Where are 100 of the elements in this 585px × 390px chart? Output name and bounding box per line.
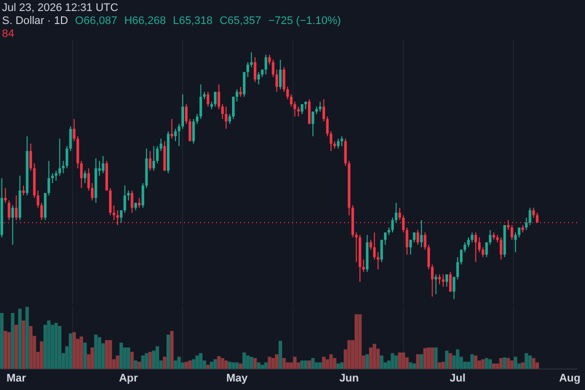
bar [528,356,532,369]
bar [141,356,145,369]
candlestick [478,236,481,253]
bar [502,357,506,369]
bar [126,348,130,369]
candlestick [48,160,50,196]
bar [434,348,438,369]
bar [58,326,62,369]
candlestick [228,114,232,124]
bar [177,356,181,369]
bar [195,356,199,369]
bar [318,362,322,369]
candlestick [152,146,156,172]
text: C65,357 [220,15,262,27]
x-tick-label: Jun [339,372,360,384]
bar [253,358,257,369]
bar [170,330,174,369]
bar [510,360,514,369]
bar [210,362,214,369]
bar [456,349,460,369]
bar [104,340,108,369]
bar [412,364,416,369]
candlestick [109,188,112,216]
candlestick [156,146,159,164]
text: S. Dollar · 1D [2,15,68,27]
candlestick [518,227,520,238]
candlestick [300,104,304,115]
bar [72,332,76,369]
candlestick [445,274,448,288]
bar [474,356,478,369]
candlestick [181,94,184,130]
bar [264,362,268,369]
text: L65,318 [172,15,213,27]
candlestick [246,62,250,78]
candlestick [124,185,126,214]
candlestick [11,204,14,246]
candlestick [102,155,104,174]
bar [532,358,536,369]
candlestick [254,56,256,82]
bar [300,360,304,369]
text: Jul 23, 2026 12:31 UTC [2,2,118,14]
bar [275,354,278,369]
candlestick [199,84,202,120]
text: −725 (−1.10%) [268,15,341,27]
candlestick [29,143,32,172]
candlestick [420,220,423,248]
bar [192,359,196,369]
candlestick [373,232,376,260]
bar [235,362,239,369]
bar [481,359,485,369]
bar [420,354,424,369]
bar [18,308,22,369]
candlestick [514,232,517,253]
bar [40,341,44,369]
candlestick [312,111,314,137]
candlestick [264,54,268,76]
bar [166,334,170,369]
text: 84 [2,28,14,40]
candlestick [442,274,444,288]
bar [322,356,326,369]
bar [394,356,398,369]
candlestick [409,239,412,256]
candlestick [224,106,228,130]
bar [408,362,412,369]
bar [43,324,47,369]
candlestick [431,264,434,298]
candlestick [340,136,344,147]
candlestick [8,200,10,221]
x-tick-label: Jul [450,372,466,384]
candlestick [279,59,282,90]
x-tick-label: May [226,372,249,384]
candlestick [318,101,322,112]
bar [14,324,18,369]
text: O66,087 [75,15,118,27]
candlestick [218,84,220,110]
bar [426,348,430,369]
bar [492,364,496,369]
bar [188,360,192,369]
bar [499,358,503,369]
candlestick [242,72,246,98]
candlestick [474,232,478,263]
bar [152,350,156,369]
bar [448,353,452,369]
bar [488,359,492,369]
bar [286,362,290,369]
candlestick [467,236,470,248]
bar [162,356,166,369]
bar [119,342,123,369]
bar [535,362,539,369]
bar [228,362,232,369]
bar [250,356,254,369]
text: H66,268 [124,15,166,27]
bar [347,340,351,369]
bar [308,360,312,369]
bar [116,356,120,369]
bar [293,356,297,369]
bar [314,362,318,369]
bar [80,336,84,369]
bar [4,330,8,369]
bar [484,358,488,369]
